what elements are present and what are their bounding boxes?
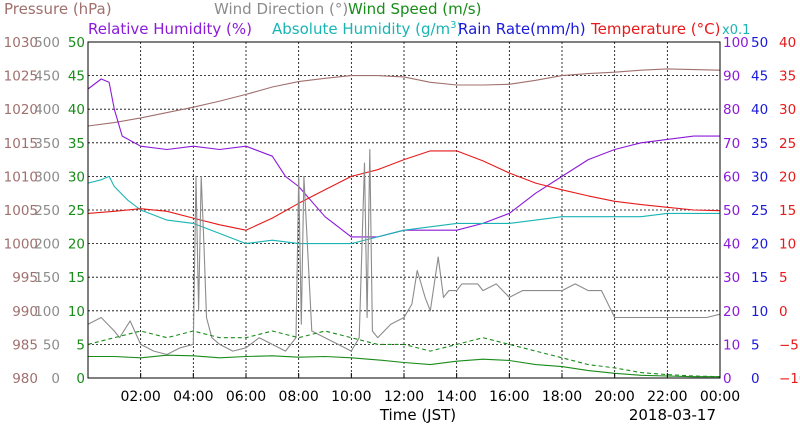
legend-entry: Pressure (hPa): [4, 0, 112, 18]
y-tick-label-temperature: 10: [779, 237, 796, 253]
y-tick-label-wind-speed: 25: [68, 203, 85, 219]
legend-entry: Absolute Humidity (g/m3): [272, 20, 462, 38]
y-tick-label-pressure: 1025: [4, 69, 38, 85]
y-tick-label-rain-rate: 45: [751, 69, 768, 85]
y-tick-label-temperature: −5: [779, 337, 799, 353]
legend-entry: Rain Rate(mm/h): [458, 20, 586, 38]
date-label: 2018-03-17: [629, 406, 716, 424]
legend-entry: Relative Humidity (%): [88, 20, 252, 38]
y-tick-label-rain-rate: 5: [751, 337, 760, 353]
x-tick-label: 06:00: [226, 389, 266, 405]
legend-entry: x0.1: [722, 23, 750, 38]
x-tick-label: 08:00: [278, 389, 318, 405]
y-tick-label-humidity: 30: [723, 270, 740, 286]
x-tick-label: 12:00: [384, 389, 424, 405]
y-tick-label-humidity: 60: [723, 169, 740, 185]
legend-entry: Temperature (°C): [590, 20, 720, 38]
y-tick-label-wind-speed: 45: [68, 69, 85, 85]
series-absolute-humidity: [87, 175, 720, 245]
x-tick-label: 20:00: [594, 389, 634, 405]
series-temperature: [87, 150, 721, 231]
series-wind-speed-gust: [87, 330, 721, 378]
y-tick-label-wind-direction: 300: [34, 169, 60, 185]
x-axis-title: Time (JST): [379, 406, 456, 424]
y-tick-label-rain-rate: 50: [751, 35, 768, 51]
y-tick-label-rain-rate: 30: [751, 169, 768, 185]
y-tick-label-rain-rate: 40: [751, 102, 768, 118]
x-tick-label: 14:00: [436, 389, 476, 405]
y-tick-label-wind-speed: 30: [68, 169, 85, 185]
x-tick-label: 10:00: [331, 389, 371, 405]
y-tick-label-humidity: 80: [723, 102, 740, 118]
y-tick-label-humidity: 100: [723, 35, 749, 51]
y-tick-label-pressure: 990: [12, 304, 38, 320]
y-tick-label-wind-direction: 0: [51, 371, 60, 387]
y-tick-label-humidity: 40: [723, 237, 740, 253]
y-tick-label-temperature: 25: [779, 136, 796, 152]
axis-labels: 02:00 04:00 06:00 08:00 10:00 12:00 14:00 16:00…: [4, 35, 800, 405]
y-tick-label-temperature: 0: [779, 304, 788, 320]
y-tick-label-wind-direction: 500: [34, 35, 60, 51]
y-tick-label-wind-direction: 150: [34, 270, 60, 286]
y-tick-label-pressure: 985: [12, 337, 38, 353]
x-tick-label: 02:00: [120, 389, 160, 405]
series-pressure: [87, 68, 721, 127]
y-tick-label-wind-direction: 250: [34, 203, 60, 219]
y-tick-label-humidity: 70: [723, 136, 740, 152]
legend-entry: Wind Direction (°): [214, 0, 348, 18]
y-tick-label-wind-direction: 450: [34, 69, 60, 85]
y-tick-label-rain-rate: 35: [751, 136, 768, 152]
y-tick-label-humidity: 90: [723, 69, 740, 85]
x-tick-label: 04:00: [173, 389, 213, 405]
series-relative-humidity: [87, 78, 720, 238]
y-tick-label-pressure: 1010: [4, 169, 38, 185]
y-tick-label-wind-speed: 0: [76, 371, 85, 387]
x-tick-label: 00:00: [700, 389, 740, 405]
y-tick-label-temperature: 40: [779, 35, 796, 51]
y-tick-label-pressure: 1030: [4, 35, 38, 51]
y-tick-label-pressure: 1020: [4, 102, 38, 118]
y-tick-label-wind-speed: 20: [68, 237, 85, 253]
y-tick-label-humidity: 0: [723, 371, 732, 387]
x-tick-label: 18:00: [542, 389, 582, 405]
legend: Pressure (hPa) Wind Direction (°) Wind Spe…: [4, 0, 750, 38]
y-tick-label-rain-rate: 15: [751, 270, 768, 286]
y-tick-label-pressure: 1000: [4, 237, 38, 253]
plot-grid: [88, 42, 720, 378]
y-tick-label-temperature: 5: [779, 270, 788, 286]
y-tick-label-pressure: 980: [12, 371, 38, 387]
y-tick-label-rain-rate: 20: [751, 237, 768, 253]
y-tick-label-wind-direction: 50: [43, 337, 60, 353]
series-wind-direction: [87, 148, 721, 356]
y-tick-label-temperature: 30: [779, 102, 796, 118]
x-tick-label: 16:00: [489, 389, 529, 405]
y-tick-label-pressure: 1005: [4, 203, 38, 219]
y-tick-label-rain-rate: 25: [751, 203, 768, 219]
y-tick-label-wind-direction: 100: [34, 304, 60, 320]
y-tick-label-rain-rate: 10: [751, 304, 768, 320]
x-tick-label: 22:00: [647, 389, 687, 405]
y-tick-label-wind-direction: 400: [34, 102, 60, 118]
y-tick-label-temperature: 15: [779, 203, 796, 219]
y-tick-label-temperature: 35: [779, 69, 796, 85]
y-tick-label-temperature: 20: [779, 169, 796, 185]
y-tick-label-humidity: 20: [723, 304, 740, 320]
y-tick-label-wind-speed: 50: [68, 35, 85, 51]
y-tick-label-wind-direction: 350: [34, 136, 60, 152]
legend-entry: Wind Speed (m/s): [348, 0, 481, 18]
y-tick-label-temperature: −10: [779, 371, 800, 387]
y-tick-label-wind-speed: 40: [68, 102, 85, 118]
y-tick-label-wind-speed: 35: [68, 136, 85, 152]
y-tick-label-rain-rate: 0: [751, 371, 760, 387]
y-tick-label-wind-speed: 10: [68, 304, 85, 320]
y-tick-label-wind-speed: 5: [76, 337, 85, 353]
y-tick-label-humidity: 10: [723, 337, 740, 353]
y-tick-label-wind-speed: 15: [68, 270, 85, 286]
y-tick-label-pressure: 995: [12, 270, 38, 286]
y-tick-label-humidity: 50: [723, 203, 740, 219]
y-tick-label-wind-direction: 200: [34, 237, 60, 253]
y-tick-label-pressure: 1015: [4, 136, 38, 152]
